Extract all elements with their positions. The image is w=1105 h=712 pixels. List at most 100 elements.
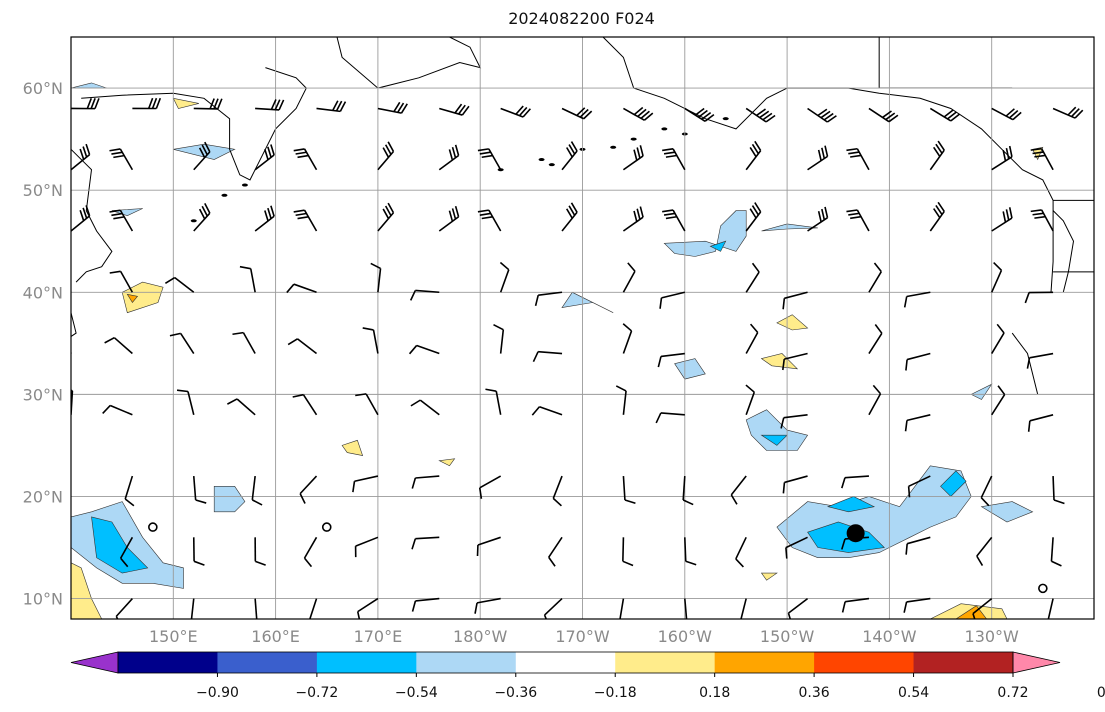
- wind-barb-staff: [499, 269, 510, 293]
- wind-barb-flag: [451, 146, 457, 158]
- wind-barb-flag: [637, 108, 647, 118]
- wind-barb-flag: [907, 486, 911, 498]
- wind-barb-flag: [454, 205, 460, 217]
- wind-barb-flag: [1008, 145, 1013, 157]
- wind-barb-flag: [619, 622, 629, 628]
- anomaly-region: [91, 516, 149, 574]
- wind-barb-flag: [198, 147, 206, 158]
- wind-barb-flag: [458, 104, 466, 115]
- wind-barb-staff: [303, 148, 318, 171]
- wind-barb-flag: [481, 216, 493, 220]
- wind-barb-flag: [622, 323, 633, 332]
- wind-barb-staff: [906, 291, 931, 298]
- wind-barb-flag: [937, 140, 945, 151]
- wind-barb-staff: [929, 210, 945, 232]
- wind-barb-flag: [749, 208, 757, 219]
- wind-barb-flag: [485, 388, 497, 392]
- wind-barb-staff: [113, 337, 133, 355]
- wind-barb-staff: [991, 107, 1014, 121]
- wind-barb-flag: [227, 398, 238, 405]
- wind-barb-staff: [180, 332, 195, 354]
- wind-barb-flag: [85, 143, 91, 155]
- wind-barb-flag: [47, 272, 58, 274]
- wind-barb-staff: [745, 332, 759, 354]
- wind-barb-staff: [787, 597, 809, 614]
- wind-barb-flag: [821, 208, 826, 220]
- colorbar-tick-label: 0.90: [1097, 685, 1105, 701]
- wind-barb-flag: [579, 108, 589, 118]
- wind-barb-staff: [784, 352, 808, 360]
- wind-barb-flag: [888, 114, 899, 123]
- wind-barb-flag: [356, 611, 361, 619]
- wind-barb-staff: [672, 209, 686, 232]
- wind-barb-staff: [476, 597, 501, 604]
- wind-barb-flag: [1070, 108, 1080, 118]
- wind-barb-flag: [1048, 622, 1057, 628]
- colorbar-tick-label: −0.72: [295, 685, 338, 701]
- wind-barb-flag: [552, 497, 562, 507]
- wind-barb-flag: [90, 98, 96, 109]
- coastline: [1011, 332, 1039, 395]
- wind-barb-flag: [701, 111, 712, 120]
- wind-barb-staff: [868, 107, 890, 123]
- wind-barb-flag: [950, 113, 961, 122]
- wind-barb-staff: [622, 216, 644, 232]
- wind-barb-flag: [943, 109, 954, 118]
- wind-barb-flag: [976, 555, 984, 566]
- lon-label: 170°E: [354, 627, 403, 646]
- wind-barb-flag: [665, 154, 677, 158]
- anomaly-region: [121, 281, 164, 314]
- colorbar-segment: [714, 652, 815, 673]
- colorbar-tick-label: 0.18: [699, 685, 730, 701]
- wind-barb-flag: [730, 494, 738, 505]
- wind-barb-flag: [477, 209, 489, 213]
- wind-barb-staff: [552, 475, 563, 499]
- wind-barb-flag: [411, 600, 417, 612]
- wind-barb-flag: [636, 208, 641, 220]
- wind-barb-flag: [570, 141, 578, 152]
- wind-barb-staff: [309, 598, 318, 619]
- wind-barb-flag: [85, 205, 91, 217]
- wind-barb-staff: [500, 107, 524, 118]
- wind-barb-staff: [622, 155, 644, 171]
- wind-barb-flag: [232, 331, 244, 336]
- wind-barb-flag: [109, 148, 121, 152]
- anomaly-region: [173, 143, 236, 160]
- wind-barb-flag: [393, 101, 401, 113]
- wind-barb-flag: [1051, 560, 1062, 567]
- wind-barb-flag: [297, 154, 309, 159]
- anomaly-region: [745, 409, 809, 451]
- wind-barb-flag: [633, 106, 644, 116]
- wind-barb-staff: [991, 217, 1013, 232]
- anomaly-region: [341, 439, 364, 456]
- wind-barb-flag: [94, 98, 100, 109]
- coastline: [71, 148, 113, 283]
- wind-barb-flag: [1009, 109, 1019, 119]
- wind-barb-staff: [71, 215, 91, 232]
- colorbar-tick-label: −0.90: [196, 685, 239, 701]
- wind-barb-flag: [204, 203, 211, 214]
- wind-barb-flag: [787, 612, 792, 619]
- wind-barb-staff: [908, 475, 931, 488]
- wind-barb-staff: [499, 329, 505, 354]
- colorbar-extend-low: [70, 651, 119, 674]
- wind-barb-flag: [102, 404, 111, 414]
- wind-barb-flag: [685, 560, 697, 566]
- wind-barb-flag: [411, 477, 417, 489]
- wind-barb-staff: [1050, 537, 1054, 562]
- wind-barb-flag: [820, 110, 831, 119]
- wind-barb-flag: [872, 384, 882, 395]
- lon-label: 170°W: [555, 627, 610, 646]
- anomaly-region: [674, 358, 706, 380]
- wind-barb-staff: [929, 149, 945, 171]
- wind-barb-staff: [991, 156, 1013, 171]
- wind-barb-flag: [355, 393, 367, 397]
- lon-label: 160°E: [251, 627, 300, 646]
- anomaly-region: [126, 293, 139, 304]
- wind-barb-flag: [947, 111, 957, 120]
- wind-barb-flag: [1005, 108, 1015, 117]
- lat-label: 20°N: [23, 487, 63, 506]
- wind-barb-staff: [672, 148, 686, 171]
- colorbar-tick-label: 0.36: [799, 685, 830, 701]
- wind-barb-flag: [479, 212, 491, 216]
